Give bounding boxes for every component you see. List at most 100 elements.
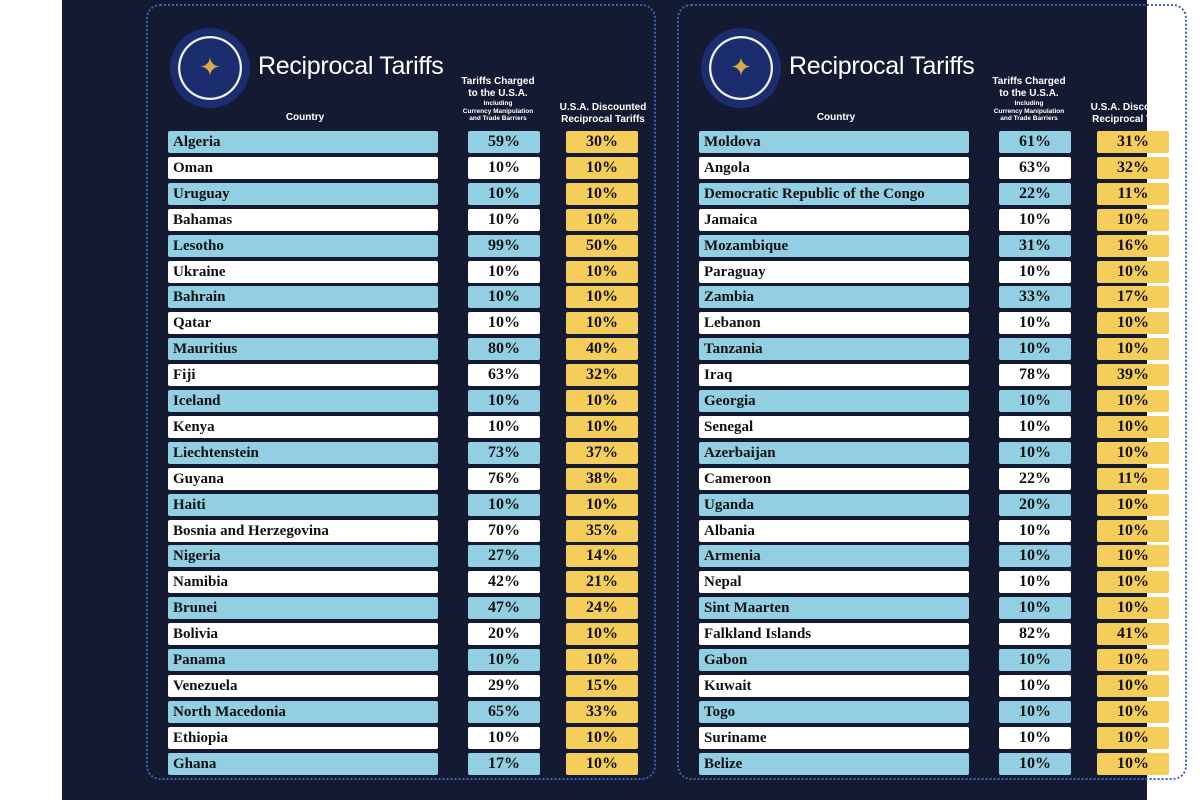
discounted-tariff-cell: 11% bbox=[1097, 467, 1169, 490]
discounted-tariff-cell: 10% bbox=[566, 156, 638, 179]
table-row: Uruguay 10% 10% bbox=[168, 182, 658, 205]
country-cell: Iceland bbox=[168, 390, 438, 412]
discounted-tariff-cell: 10% bbox=[566, 312, 638, 335]
charged-tariff-cell: 63% bbox=[468, 364, 540, 387]
charged-tariff-cell: 20% bbox=[468, 623, 540, 646]
table-row: Ghana 17% 10% bbox=[168, 752, 658, 775]
country-cell: Liechtenstein bbox=[168, 441, 438, 464]
table-row: Albania 10% 10% bbox=[699, 519, 1189, 542]
table-row: Moldova 61% 31% bbox=[699, 131, 1189, 153]
country-cell: Qatar bbox=[168, 312, 438, 335]
table-row: Togo 10% 10% bbox=[699, 700, 1189, 723]
discounted-tariff-cell: 32% bbox=[566, 364, 638, 387]
discounted-tariff-cell: 10% bbox=[1097, 415, 1169, 438]
table-row: Panama 10% 10% bbox=[168, 649, 658, 671]
charged-tariff-cell: 10% bbox=[468, 182, 540, 205]
charged-tariff-cell: 10% bbox=[468, 649, 540, 671]
table-row: Guyana 76% 38% bbox=[168, 467, 658, 490]
discounted-tariff-cell: 10% bbox=[1097, 545, 1169, 568]
discounted-tariff-cell: 11% bbox=[1097, 182, 1169, 205]
table-row: Mauritius 80% 40% bbox=[168, 338, 658, 361]
charged-tariff-cell: 10% bbox=[468, 208, 540, 231]
charged-tariff-cell: 10% bbox=[468, 260, 540, 283]
country-cell: Togo bbox=[699, 700, 969, 723]
charged-tariff-cell: 47% bbox=[468, 597, 540, 620]
country-cell: Uruguay bbox=[168, 182, 438, 205]
discounted-column-header: U.S.A. Discounted Reciprocal Tariffs bbox=[1079, 102, 1189, 126]
country-cell: Tanzania bbox=[699, 338, 969, 361]
country-cell: Haiti bbox=[168, 493, 438, 516]
charged-tariff-cell: 27% bbox=[468, 545, 540, 568]
table-row: Cameroon 22% 11% bbox=[699, 467, 1189, 490]
charged-header-sub3: and Trade Barriers bbox=[1000, 115, 1058, 122]
discounted-tariff-cell: 21% bbox=[566, 571, 638, 594]
table-row: Brunei 47% 24% bbox=[168, 597, 658, 620]
table-row: Lebanon 10% 10% bbox=[699, 312, 1189, 335]
country-cell: Lebanon bbox=[699, 312, 969, 335]
discounted-header-line2: Reciprocal Tariffs bbox=[1092, 114, 1176, 125]
charged-tariff-cell: 73% bbox=[468, 441, 540, 464]
discounted-header-line2: Reciprocal Tariffs bbox=[561, 114, 645, 125]
country-cell: Angola bbox=[699, 156, 969, 179]
panel-title: Reciprocal Tariffs bbox=[789, 52, 975, 80]
discounted-tariff-cell: 10% bbox=[566, 182, 638, 205]
country-cell: Mozambique bbox=[699, 234, 969, 257]
charged-tariff-cell: 10% bbox=[999, 519, 1071, 542]
charged-tariff-cell: 10% bbox=[999, 752, 1071, 775]
charged-header-sub3: and Trade Barriers bbox=[469, 115, 527, 122]
charged-tariff-cell: 59% bbox=[468, 131, 540, 153]
country-cell: Sint Maarten bbox=[699, 597, 969, 620]
tariff-board: ✦ Reciprocal Tariffs Country Tariffs Cha… bbox=[62, 0, 1187, 800]
charged-header-sub1: Including bbox=[483, 100, 513, 107]
discounted-tariff-cell: 10% bbox=[566, 208, 638, 231]
discounted-tariff-cell: 10% bbox=[566, 493, 638, 516]
charged-tariff-cell: 80% bbox=[468, 338, 540, 361]
discounted-tariff-cell: 30% bbox=[566, 131, 638, 153]
discounted-tariff-cell: 10% bbox=[1097, 519, 1169, 542]
charged-tariff-cell: 10% bbox=[999, 312, 1071, 335]
country-cell: Senegal bbox=[699, 415, 969, 438]
country-cell: Moldova bbox=[699, 131, 969, 153]
country-cell: Nigeria bbox=[168, 545, 438, 568]
table-row: Jamaica 10% 10% bbox=[699, 208, 1189, 231]
discounted-tariff-cell: 24% bbox=[566, 597, 638, 620]
table-row: Tanzania 10% 10% bbox=[699, 338, 1189, 361]
discounted-tariff-cell: 31% bbox=[1097, 131, 1169, 153]
discounted-tariff-cell: 10% bbox=[1097, 441, 1169, 464]
discounted-tariff-cell: 16% bbox=[1097, 234, 1169, 257]
table-row: Namibia 42% 21% bbox=[168, 571, 658, 594]
discounted-tariff-cell: 10% bbox=[566, 752, 638, 775]
country-cell: Azerbaijan bbox=[699, 441, 969, 464]
discounted-tariff-cell: 15% bbox=[566, 674, 638, 697]
charged-tariff-cell: 78% bbox=[999, 364, 1071, 387]
charged-tariff-cell: 29% bbox=[468, 674, 540, 697]
country-cell: Zambia bbox=[699, 286, 969, 309]
discounted-tariff-cell: 40% bbox=[566, 338, 638, 361]
table-row: Bahrain 10% 10% bbox=[168, 286, 658, 309]
table-row: Falkland Islands 82% 41% bbox=[699, 623, 1189, 646]
discounted-tariff-cell: 10% bbox=[1097, 260, 1169, 283]
charged-header-sub2: Currency Manipulation bbox=[993, 107, 1065, 115]
country-cell: Cameroon bbox=[699, 467, 969, 490]
charged-tariff-cell: 10% bbox=[468, 286, 540, 309]
table-row: Zambia 33% 17% bbox=[699, 286, 1189, 309]
charged-tariff-cell: 22% bbox=[999, 467, 1071, 490]
table-row: Uganda 20% 10% bbox=[699, 493, 1189, 516]
table-row: Paraguay 10% 10% bbox=[699, 260, 1189, 283]
charged-tariff-cell: 10% bbox=[999, 545, 1071, 568]
country-cell: Bahamas bbox=[168, 208, 438, 231]
discounted-tariff-cell: 38% bbox=[566, 467, 638, 490]
discounted-header-line1: U.S.A. Discounted bbox=[559, 102, 647, 113]
table-row: Ukraine 10% 10% bbox=[168, 260, 658, 283]
country-cell: Mauritius bbox=[168, 338, 438, 361]
tariff-panel-right: ✦ Reciprocal Tariffs Country Tariffs Cha… bbox=[677, 4, 1187, 780]
country-cell: Falkland Islands bbox=[699, 623, 969, 646]
table-row: Oman 10% 10% bbox=[168, 156, 658, 179]
charged-column-header: Tariffs Charged to the U.S.A. Including … bbox=[979, 76, 1079, 123]
country-cell: North Macedonia bbox=[168, 700, 438, 723]
charged-tariff-cell: 10% bbox=[999, 649, 1071, 671]
table-row: Lesotho 99% 50% bbox=[168, 234, 658, 257]
table-row: Bahamas 10% 10% bbox=[168, 208, 658, 231]
table-row: Iraq 78% 39% bbox=[699, 364, 1189, 387]
discounted-tariff-cell: 10% bbox=[1097, 726, 1169, 749]
